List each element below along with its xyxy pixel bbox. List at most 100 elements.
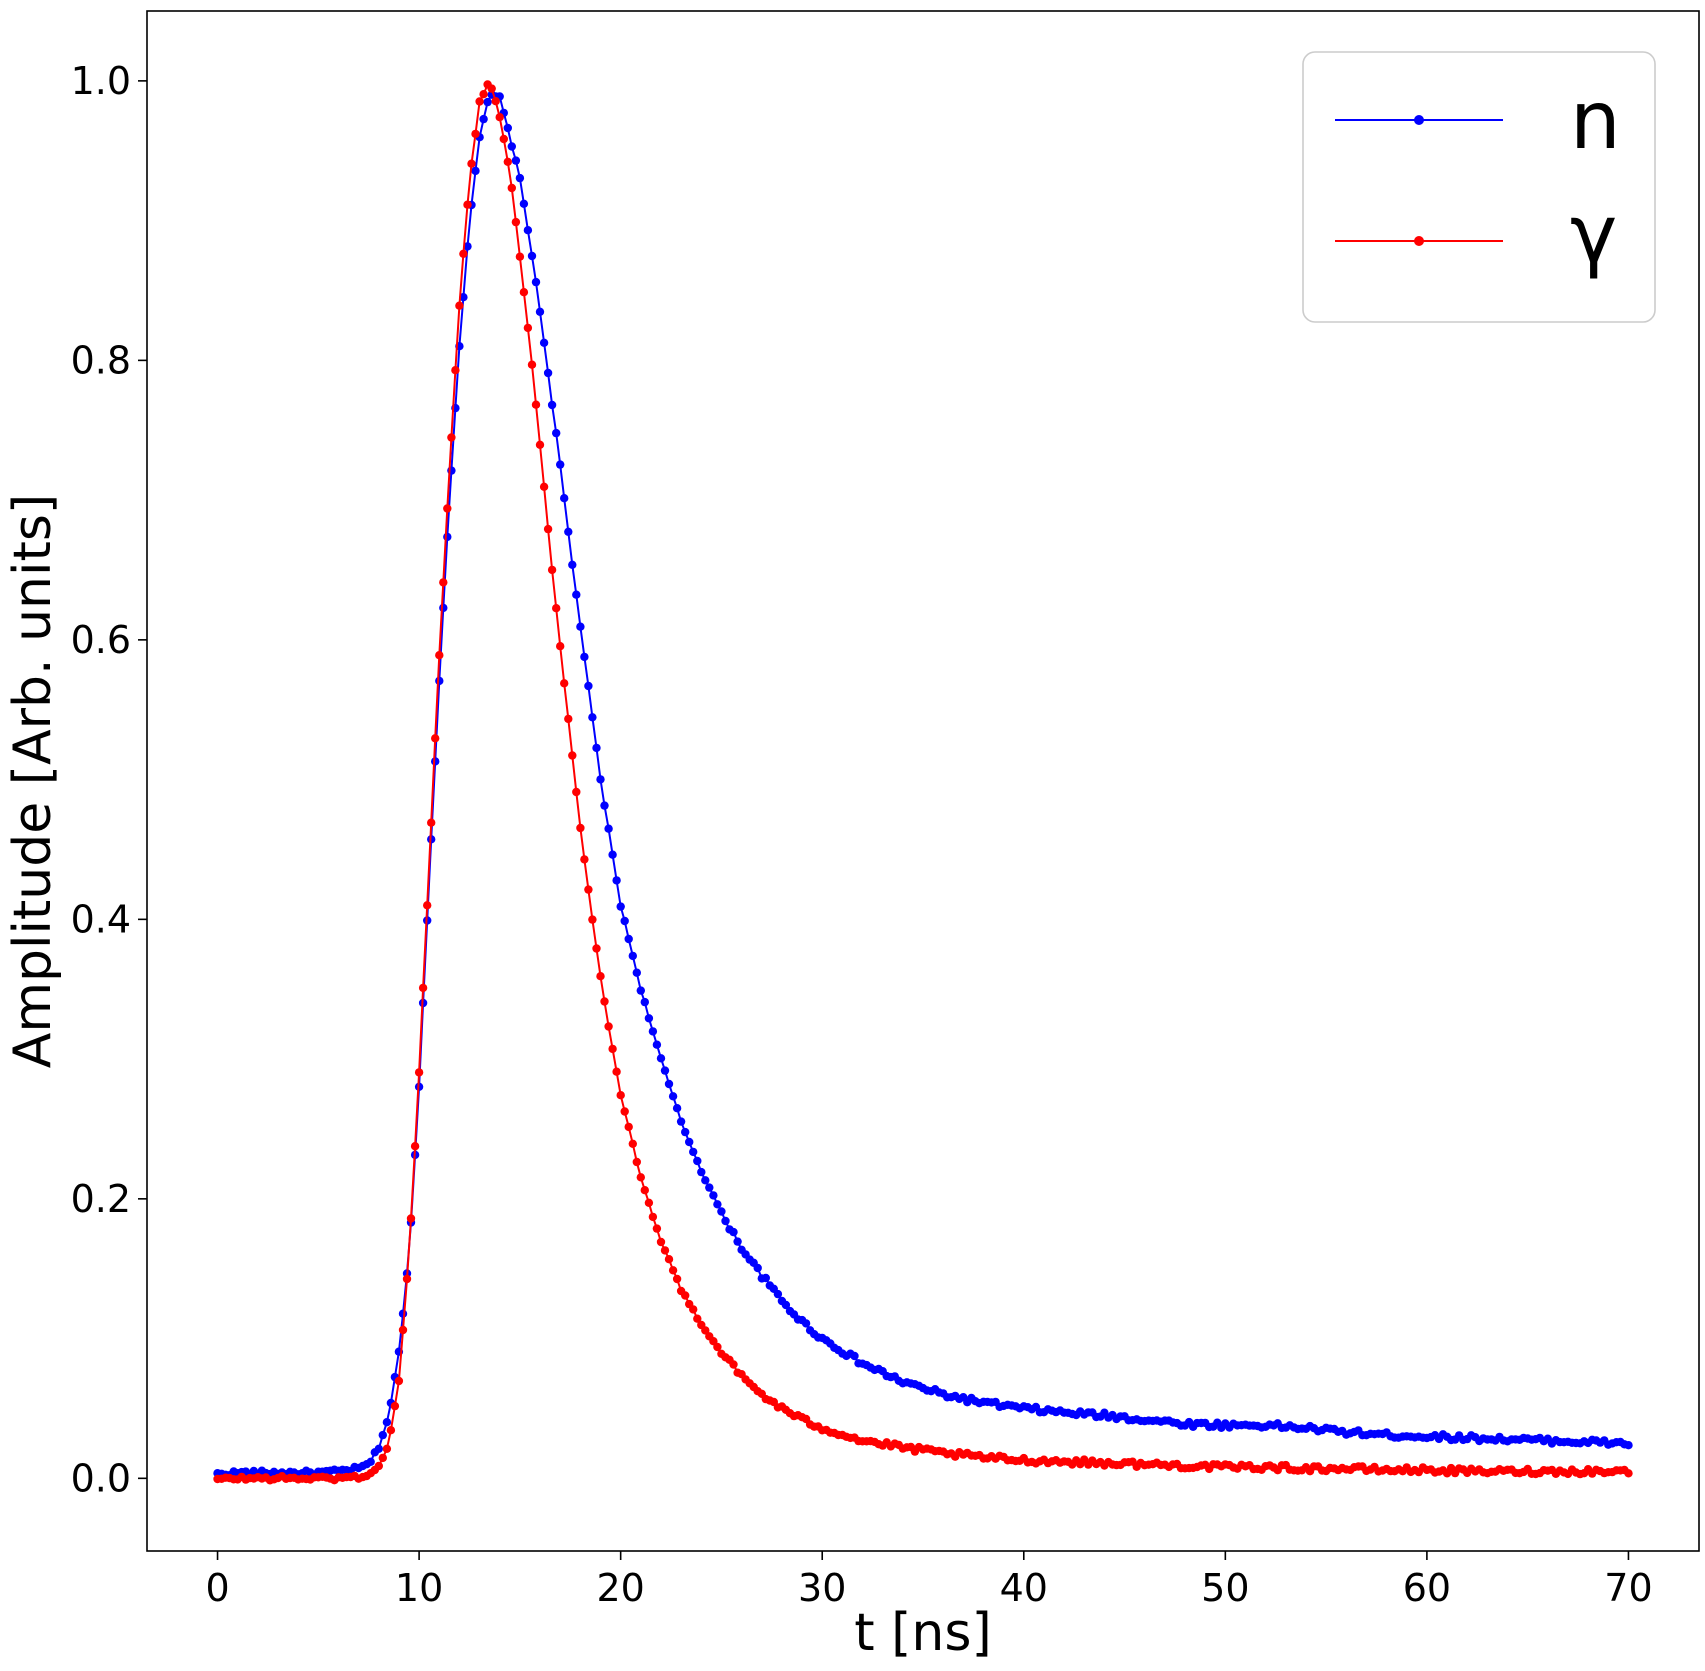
data-point	[475, 97, 484, 106]
data-point	[668, 1266, 678, 1275]
data-point	[527, 251, 537, 261]
data-point	[451, 366, 460, 375]
data-point	[374, 1461, 383, 1471]
data-point	[398, 1325, 408, 1335]
y-tick-label: 0.0	[71, 1456, 131, 1500]
data-point	[701, 1326, 710, 1335]
data-point	[672, 1274, 682, 1284]
data-point	[511, 156, 521, 165]
data-point	[584, 681, 593, 691]
data-point	[531, 277, 541, 287]
data-point	[447, 433, 456, 442]
data-point	[693, 1314, 702, 1323]
data-point	[523, 226, 533, 235]
data-point	[656, 1237, 666, 1247]
data-point	[463, 242, 472, 251]
data-point	[580, 652, 589, 662]
legend-label-gamma: γ	[1570, 188, 1617, 281]
data-point	[705, 1183, 714, 1192]
x-tick-label: 40	[1000, 1566, 1048, 1610]
data-point	[539, 338, 549, 347]
data-point	[753, 1263, 762, 1273]
data-point	[410, 1142, 420, 1151]
data-point	[519, 199, 529, 208]
data-point	[479, 114, 488, 124]
data-point	[547, 400, 557, 410]
data-point	[515, 173, 525, 183]
data-point	[560, 679, 569, 688]
data-point	[600, 997, 609, 1006]
data-point	[531, 400, 541, 409]
series-n	[213, 90, 1633, 1480]
data-point	[600, 801, 609, 810]
data-point	[636, 986, 645, 995]
data-point	[398, 1309, 408, 1318]
series-layer	[213, 80, 1633, 1485]
data-point	[717, 1207, 726, 1216]
data-point	[656, 1054, 666, 1063]
data-point	[483, 97, 492, 107]
data-point	[632, 1157, 641, 1167]
data-point	[713, 1200, 722, 1209]
data-point	[1624, 1441, 1633, 1450]
data-point	[644, 1198, 654, 1208]
data-point	[773, 1289, 783, 1299]
data-point	[660, 1066, 670, 1075]
data-point	[604, 824, 613, 833]
data-point	[382, 1418, 392, 1427]
data-point	[568, 560, 577, 569]
data-point	[503, 123, 512, 133]
data-point	[455, 301, 464, 310]
data-point	[366, 1457, 375, 1467]
data-point	[543, 524, 553, 534]
data-point	[519, 288, 529, 297]
data-point	[523, 323, 533, 333]
data-point	[463, 200, 472, 209]
data-point	[431, 734, 440, 743]
data-point	[479, 90, 488, 99]
data-point	[414, 1068, 424, 1077]
data-point	[580, 855, 589, 864]
data-point	[685, 1137, 694, 1147]
data-point	[733, 1237, 742, 1246]
data-point	[556, 460, 565, 469]
plot-frame	[146, 10, 1700, 1552]
data-point	[487, 84, 496, 93]
data-point	[439, 603, 448, 613]
data-point	[572, 787, 581, 797]
x-axis-label: t [ns]	[854, 1603, 992, 1663]
data-point	[560, 494, 569, 503]
data-point	[636, 1173, 645, 1182]
x-tick-label: 10	[395, 1566, 443, 1610]
x-tick-label: 60	[1403, 1566, 1451, 1610]
data-point	[556, 642, 565, 651]
data-point	[423, 901, 432, 910]
x-tick-label: 70	[1604, 1566, 1652, 1610]
data-point	[576, 622, 585, 631]
data-point	[596, 775, 605, 784]
data-point	[652, 1224, 662, 1233]
x-tick-label: 0	[205, 1566, 229, 1610]
data-point	[681, 1127, 690, 1137]
y-axis: 0.0 0.2 0.4 0.6 0.8 1.0	[71, 59, 147, 1500]
x-tick-label: 50	[1201, 1566, 1249, 1610]
data-point	[1624, 1469, 1633, 1478]
data-point	[564, 714, 573, 724]
data-point	[439, 578, 448, 587]
data-point	[620, 1107, 629, 1116]
data-point	[515, 252, 525, 261]
data-point	[781, 1300, 791, 1310]
data-point	[568, 751, 577, 760]
data-point	[539, 482, 549, 491]
data-point	[459, 249, 468, 258]
data-point	[616, 902, 625, 911]
x-axis: 0 10 20 30 40 50 60 70	[205, 1551, 1653, 1610]
y-tick-label: 1.0	[71, 59, 131, 103]
data-point	[507, 142, 516, 151]
data-point	[507, 183, 516, 193]
data-point	[624, 1122, 633, 1132]
data-point	[693, 1156, 702, 1166]
data-point	[386, 1426, 396, 1435]
y-tick-label: 0.4	[71, 897, 131, 941]
data-point	[672, 1104, 682, 1113]
